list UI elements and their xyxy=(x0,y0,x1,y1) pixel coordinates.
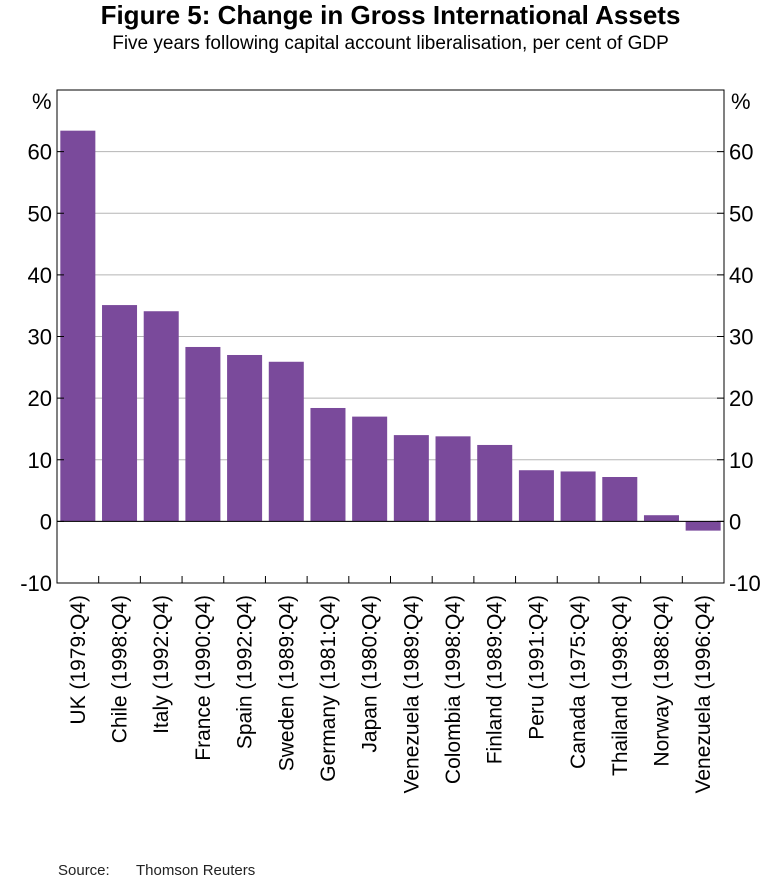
source-label: Source: xyxy=(58,862,110,879)
bar xyxy=(143,311,179,522)
y-tick-label-right: 40 xyxy=(729,263,753,288)
y-tick-label-right: 60 xyxy=(729,140,753,165)
x-tick-label: Colombia (1998:Q4) xyxy=(442,595,465,784)
bar xyxy=(685,521,721,531)
bar xyxy=(477,444,513,522)
x-tick-label: UK (1979:Q4) xyxy=(67,595,90,725)
y-axis-unit-left: % xyxy=(32,89,52,114)
y-tick-label-right: 10 xyxy=(729,448,753,473)
chart-subtitle: Five years following capital account lib… xyxy=(112,33,669,54)
bar xyxy=(268,361,304,522)
y-tick-label-left: 0 xyxy=(40,509,52,534)
x-tick-label: Norway (1988:Q4) xyxy=(650,595,673,767)
bar xyxy=(435,436,471,522)
x-tick-label: Spain (1992:Q4) xyxy=(234,595,257,749)
y-tick-label-right: 0 xyxy=(729,509,741,534)
chart-title: Figure 5: Change in Gross International … xyxy=(100,0,681,30)
y-tick-label-right: 20 xyxy=(729,386,753,411)
x-tick-label: Germany (1981:Q4) xyxy=(317,595,340,782)
y-tick-label-left: 40 xyxy=(28,263,52,288)
x-tick-label: Sweden (1989:Q4) xyxy=(275,595,298,771)
x-tick-label: France (1990:Q4) xyxy=(192,595,215,761)
x-tick-label: Italy (1992:Q4) xyxy=(150,595,173,734)
bar xyxy=(227,354,263,522)
y-tick-label-left: 10 xyxy=(28,448,52,473)
bar xyxy=(393,435,429,522)
y-tick-label-left: -10 xyxy=(20,571,52,596)
y-tick-label-right: 30 xyxy=(729,325,753,350)
bar xyxy=(185,346,221,522)
bar xyxy=(60,130,96,522)
bar xyxy=(310,407,346,522)
bar xyxy=(352,416,388,522)
y-tick-label-right: 50 xyxy=(729,201,753,226)
y-tick-label-left: 30 xyxy=(28,325,52,350)
source-note: Source: Thomson Reuters xyxy=(58,862,255,879)
x-tick-label: Finland (1989:Q4) xyxy=(484,595,507,764)
source-text: Thomson Reuters xyxy=(136,862,256,879)
bar xyxy=(602,477,638,522)
y-axis-unit-right: % xyxy=(731,89,751,114)
x-tick-label: Venezuela (1989:Q4) xyxy=(400,595,423,793)
x-tick-label: Chile (1998:Q4) xyxy=(109,595,132,743)
x-tick-label: Peru (1991:Q4) xyxy=(525,595,548,740)
bar xyxy=(102,305,138,522)
x-tick-label: Canada (1975:Q4) xyxy=(567,595,590,769)
y-tick-label-left: 60 xyxy=(28,140,52,165)
x-tick-label: Japan (1980:Q4) xyxy=(359,595,382,753)
y-tick-label-left: 20 xyxy=(28,386,52,411)
bar xyxy=(643,515,679,522)
x-tick-label: Venezuela (1996:Q4) xyxy=(692,595,715,793)
y-tick-label-left: 50 xyxy=(28,201,52,226)
y-tick-label-right: -10 xyxy=(729,571,761,596)
bar xyxy=(560,471,596,522)
x-tick-label: Thailand (1998:Q4) xyxy=(609,595,632,776)
bar xyxy=(518,470,554,522)
